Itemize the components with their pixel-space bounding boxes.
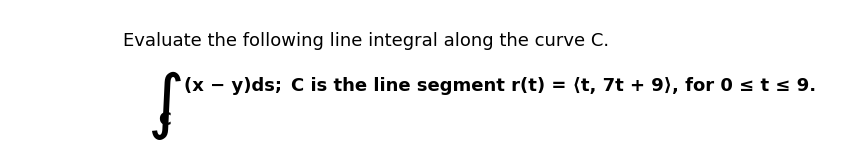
Text: Evaluate the following line integral along the curve C.: Evaluate the following line integral alo… [123, 32, 609, 50]
Text: (x − y)ds; C is the line segment r(t) = ⟨t, 7t + 9⟩, for 0 ≤ t ≤ 9.: (x − y)ds; C is the line segment r(t) = … [183, 77, 816, 95]
Text: $\int$: $\int$ [147, 69, 181, 142]
Text: C: C [159, 111, 171, 129]
